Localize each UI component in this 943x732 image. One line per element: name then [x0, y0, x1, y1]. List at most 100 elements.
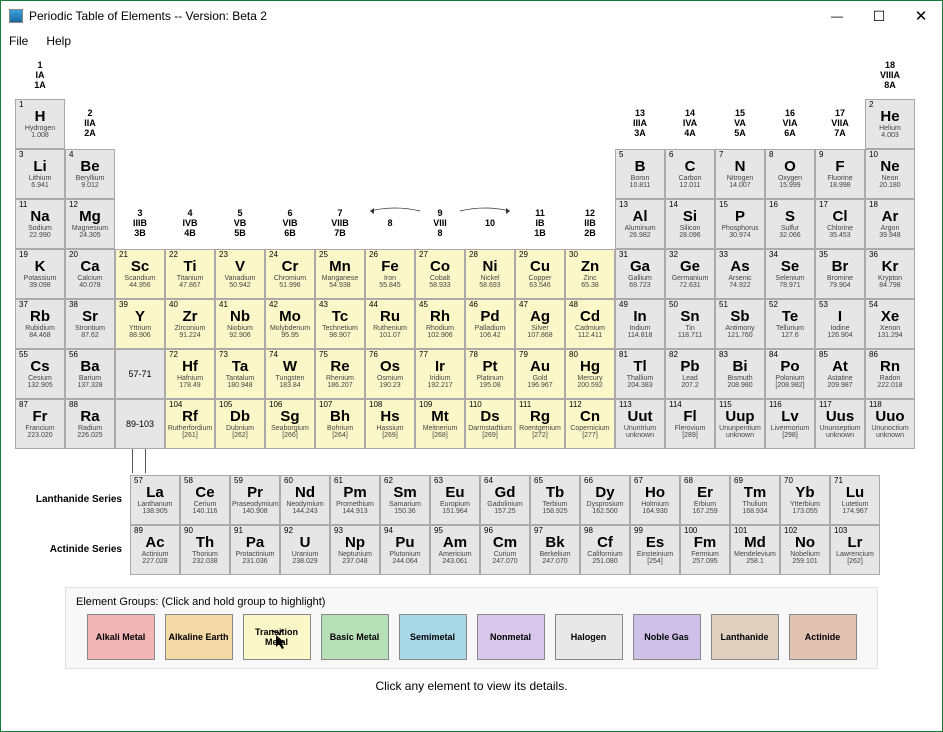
element-Am[interactable]: 95AmAmericium243.061	[430, 525, 480, 575]
element-Yb[interactable]: 70YbYtterbium173.055	[780, 475, 830, 525]
group-btn-halogen[interactable]: Halogen	[555, 614, 623, 660]
element-Np[interactable]: 93NpNeptunium237.048	[330, 525, 380, 575]
menu-help[interactable]: Help	[46, 34, 71, 48]
element-Os[interactable]: 76OsOsmium190.23	[365, 349, 415, 399]
element-Cm[interactable]: 96CmCurium247.070	[480, 525, 530, 575]
group-btn-semimetal[interactable]: Semimetal	[399, 614, 467, 660]
element-Au[interactable]: 79AuGold196.967	[515, 349, 565, 399]
element-Ga[interactable]: 31GaGallium69.723	[615, 249, 665, 299]
element-Lr[interactable]: 103LrLawrencium[262]	[830, 525, 880, 575]
element-Ag[interactable]: 47AgSilver107.868	[515, 299, 565, 349]
element-Ac[interactable]: 89AcActinium227.028	[130, 525, 180, 575]
element-Cr[interactable]: 24CrChromium51.996	[265, 249, 315, 299]
element-La[interactable]: 57LaLanthanum138.905	[130, 475, 180, 525]
element-Es[interactable]: 99EsEinsteinium[254]	[630, 525, 680, 575]
element-Tb[interactable]: 65TbTerbium158.925	[530, 475, 580, 525]
element-Uus[interactable]: 117UusUnunseptiumunknown	[815, 399, 865, 449]
element-Re[interactable]: 75ReRhenium186.207	[315, 349, 365, 399]
element-O[interactable]: 8OOxygen15.999	[765, 149, 815, 199]
element-Fe[interactable]: 26FeIron55.845	[365, 249, 415, 299]
element-P[interactable]: 15PPhosphorus30.974	[715, 199, 765, 249]
element-Eu[interactable]: 63EuEuropium151.964	[430, 475, 480, 525]
element-Pd[interactable]: 46PdPalladium106.42	[465, 299, 515, 349]
element-Ni[interactable]: 28NiNickel58.693	[465, 249, 515, 299]
group-btn-alkaline-earth[interactable]: Alkaline Earth	[165, 614, 233, 660]
element-Sc[interactable]: 21ScScandium44.956	[115, 249, 165, 299]
element-Bi[interactable]: 83BiBismuth208.980	[715, 349, 765, 399]
minimize-button[interactable]: —	[816, 2, 858, 30]
element-Li[interactable]: 3LiLithium6.941	[15, 149, 65, 199]
element-C[interactable]: 6CCarbon12.011	[665, 149, 715, 199]
element-Se[interactable]: 34SeSelenium78.971	[765, 249, 815, 299]
element-Be[interactable]: 4BeBeryllium9.012	[65, 149, 115, 199]
element-Ba[interactable]: 56BaBarium137.328	[65, 349, 115, 399]
element-H[interactable]: 1HHydrogen1.008	[15, 99, 65, 149]
element-Rh[interactable]: 45RhRhodium102.906	[415, 299, 465, 349]
element-Zr[interactable]: 40ZrZirconium91.224	[165, 299, 215, 349]
element-Ir[interactable]: 77IrIridium192.217	[415, 349, 465, 399]
element-Sb[interactable]: 51SbAntimony121.760	[715, 299, 765, 349]
element-Rf[interactable]: 104RfRutherfordium[261]	[165, 399, 215, 449]
maximize-button[interactable]: ☐	[858, 2, 900, 30]
close-button[interactable]: ✕	[900, 2, 942, 30]
element-Co[interactable]: 27CoCobalt58.933	[415, 249, 465, 299]
element-Pa[interactable]: 91PaProtactinium231.036	[230, 525, 280, 575]
element-Tl[interactable]: 81TlThallium204.383	[615, 349, 665, 399]
element-Md[interactable]: 101MdMendelevium258.1	[730, 525, 780, 575]
element-Lv[interactable]: 116LvLivermorium[298]	[765, 399, 815, 449]
element-Pu[interactable]: 94PuPlutonium244.064	[380, 525, 430, 575]
element-Ra[interactable]: 88RaRadium226.025	[65, 399, 115, 449]
element-Sr[interactable]: 38SrStrontium87.62	[65, 299, 115, 349]
group-btn-noble-gas[interactable]: Noble Gas	[633, 614, 701, 660]
element-Cu[interactable]: 29CuCopper63.546	[515, 249, 565, 299]
element-Hs[interactable]: 108HsHassium[269]	[365, 399, 415, 449]
element-V[interactable]: 23VVanadium50.942	[215, 249, 265, 299]
element-Gd[interactable]: 64GdGadolinium157.25	[480, 475, 530, 525]
element-Rb[interactable]: 37RbRubidium84.468	[15, 299, 65, 349]
group-btn-basic-metal[interactable]: Basic Metal	[321, 614, 389, 660]
element-Tc[interactable]: 43TcTechnetium98.907	[315, 299, 365, 349]
element-Mn[interactable]: 25MnManganese54.938	[315, 249, 365, 299]
element-Cf[interactable]: 98CfCalifornium251.080	[580, 525, 630, 575]
element-Th[interactable]: 90ThThorium232.038	[180, 525, 230, 575]
element-Pr[interactable]: 59PrPraseodymium140.908	[230, 475, 280, 525]
element-Cd[interactable]: 48CdCadmium112.411	[565, 299, 615, 349]
element-Ne[interactable]: 10NeNeon20.180	[865, 149, 915, 199]
element-Nd[interactable]: 60NdNeodymium144.243	[280, 475, 330, 525]
element-Ds[interactable]: 110DsDarmstadtium[269]	[465, 399, 515, 449]
element-Ti[interactable]: 22TiTitanium47.867	[165, 249, 215, 299]
element-In[interactable]: 49InIndium114.818	[615, 299, 665, 349]
element-He[interactable]: 2HeHelium4.003	[865, 99, 915, 149]
element-B[interactable]: 5BBoron10.811	[615, 149, 665, 199]
element-S[interactable]: 16SSulfur32.066	[765, 199, 815, 249]
element-W[interactable]: 74WTungsten183.84	[265, 349, 315, 399]
element-Uup[interactable]: 115UupUnunpentiumunknown	[715, 399, 765, 449]
element-Sn[interactable]: 50SnTin118.711	[665, 299, 715, 349]
element-Cs[interactable]: 55CsCesium132.905	[15, 349, 65, 399]
element-Hf[interactable]: 72HfHafnium178.49	[165, 349, 215, 399]
menu-file[interactable]: File	[9, 34, 28, 48]
element-Ta[interactable]: 73TaTantalum180.948	[215, 349, 265, 399]
element-Pm[interactable]: 61PmPromethium144.913	[330, 475, 380, 525]
element-Uut[interactable]: 113UutUnuntriumunknown	[615, 399, 665, 449]
element-Kr[interactable]: 36KrKrypton84.798	[865, 249, 915, 299]
element-Db[interactable]: 105DbDubnium[262]	[215, 399, 265, 449]
element-Nb[interactable]: 41NbNiobium92.906	[215, 299, 265, 349]
element-Sg[interactable]: 106SgSeaborgium[266]	[265, 399, 315, 449]
element-Hg[interactable]: 80HgMercury200.592	[565, 349, 615, 399]
element-Fm[interactable]: 100FmFermium257.095	[680, 525, 730, 575]
element-Uuo[interactable]: 118UuoUnunoctiumunknown	[865, 399, 915, 449]
element-Pb[interactable]: 82PbLead207.2	[665, 349, 715, 399]
element-Dy[interactable]: 66DyDysprosium162.500	[580, 475, 630, 525]
element-I[interactable]: 53IIodine126.904	[815, 299, 865, 349]
element-Mg[interactable]: 12MgMagnesium24.305	[65, 199, 115, 249]
element-Bk[interactable]: 97BkBerkelium247.070	[530, 525, 580, 575]
element-Fr[interactable]: 87FrFrancium223.020	[15, 399, 65, 449]
element-Te[interactable]: 52TeTellurium127.6	[765, 299, 815, 349]
element-Er[interactable]: 68ErErbium167.259	[680, 475, 730, 525]
element-Pt[interactable]: 78PtPlatinum195.08	[465, 349, 515, 399]
element-Bh[interactable]: 107BhBohrium[264]	[315, 399, 365, 449]
group-btn-nonmetal[interactable]: Nonmetal	[477, 614, 545, 660]
element-Br[interactable]: 35BrBromine79.904	[815, 249, 865, 299]
element-Zn[interactable]: 30ZnZinc65.38	[565, 249, 615, 299]
